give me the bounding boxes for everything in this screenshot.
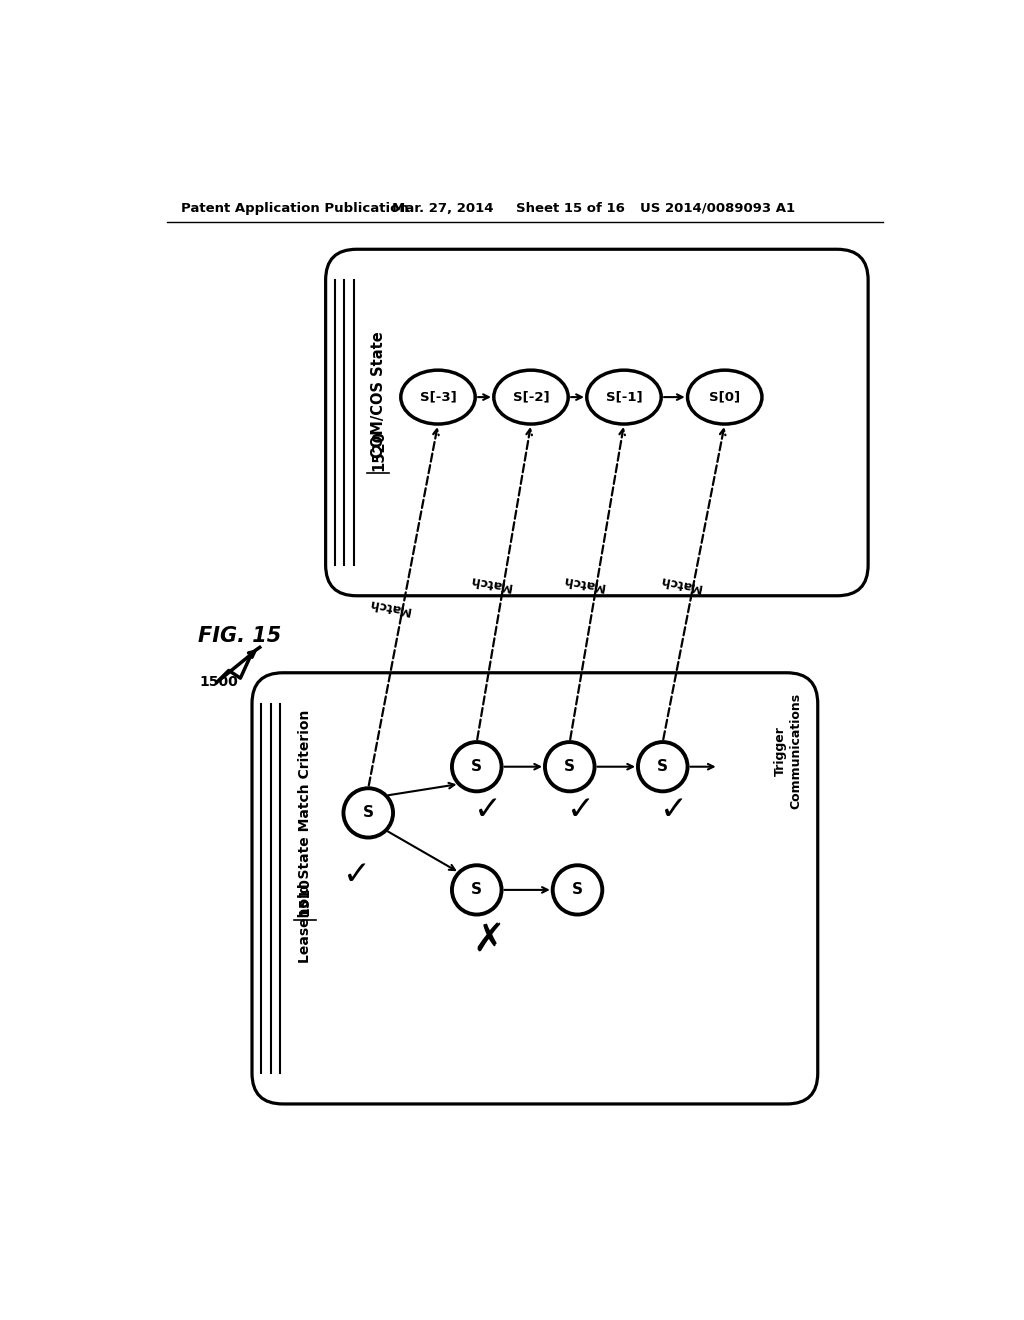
Text: S: S (471, 882, 482, 898)
Text: ✗: ✗ (472, 921, 505, 958)
Text: Leasehold State Match Criterion: Leasehold State Match Criterion (298, 710, 311, 964)
Text: COM/COS State: COM/COS State (371, 331, 386, 458)
Text: Sheet 15 of 16: Sheet 15 of 16 (515, 202, 625, 215)
Text: ✓: ✓ (567, 792, 595, 825)
Ellipse shape (494, 370, 568, 424)
Ellipse shape (545, 742, 595, 792)
Ellipse shape (638, 742, 687, 792)
Text: S: S (564, 759, 575, 775)
Text: S[0]: S[0] (710, 391, 740, 404)
Text: Match: Match (657, 573, 702, 594)
Text: Match: Match (468, 573, 512, 593)
Ellipse shape (452, 866, 502, 915)
Text: ✓: ✓ (660, 792, 688, 825)
Text: 1510: 1510 (298, 878, 311, 916)
Text: S: S (572, 882, 583, 898)
Text: FIG. 15: FIG. 15 (198, 626, 281, 645)
Text: 1520: 1520 (371, 430, 386, 471)
Text: US 2014/0089093 A1: US 2014/0089093 A1 (640, 202, 795, 215)
FancyBboxPatch shape (326, 249, 868, 595)
Text: ✓: ✓ (474, 792, 503, 825)
Text: S[-1]: S[-1] (605, 391, 642, 404)
Ellipse shape (400, 370, 475, 424)
Ellipse shape (343, 788, 393, 837)
Text: S[-3]: S[-3] (420, 391, 457, 404)
Text: ✓: ✓ (343, 858, 371, 891)
Text: S: S (362, 805, 374, 821)
Text: S[-2]: S[-2] (513, 391, 549, 404)
Text: 1500: 1500 (200, 675, 238, 689)
Text: Match: Match (561, 573, 605, 593)
Ellipse shape (553, 866, 602, 915)
Ellipse shape (687, 370, 762, 424)
Text: S: S (471, 759, 482, 775)
Text: S: S (657, 759, 669, 775)
Text: Trigger
Communications: Trigger Communications (774, 693, 802, 809)
Text: Mar. 27, 2014: Mar. 27, 2014 (391, 202, 493, 215)
Text: Match: Match (367, 595, 412, 616)
FancyBboxPatch shape (252, 673, 818, 1104)
Ellipse shape (452, 742, 502, 792)
Text: Patent Application Publication: Patent Application Publication (180, 202, 409, 215)
Ellipse shape (587, 370, 662, 424)
